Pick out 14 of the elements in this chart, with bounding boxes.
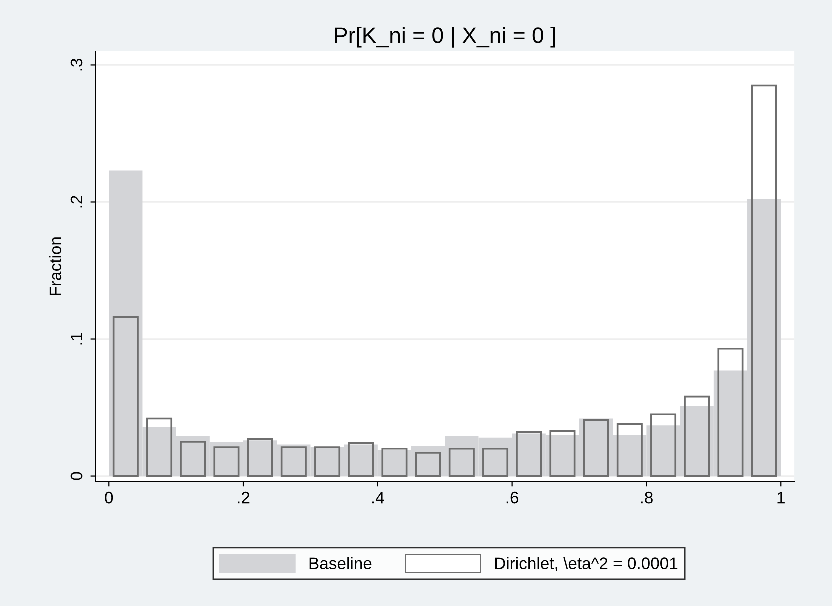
- x-tick-label: .8: [641, 492, 653, 504]
- x-tick-label: .6: [506, 492, 519, 504]
- chart-title: Pr[K_ni = 0 | X_ni = 0 ]: [335, 27, 556, 48]
- legend-label: Baseline: [310, 557, 372, 570]
- x-tick-label: .4: [372, 492, 384, 504]
- x-tick-label: .2: [238, 492, 250, 504]
- y-tick-label: .3: [70, 58, 83, 71]
- y-tick-label: 0: [70, 472, 83, 480]
- y-tick-label: .1: [71, 333, 82, 345]
- x-tick-label: 0: [105, 492, 114, 504]
- y-axis-title: Fraction: [49, 238, 62, 296]
- x-tick-label: 1: [778, 492, 785, 504]
- legend-label: Dirichlet, \eta^2 = 0.0001: [495, 557, 678, 572]
- y-tick-label: .2: [70, 196, 82, 208]
